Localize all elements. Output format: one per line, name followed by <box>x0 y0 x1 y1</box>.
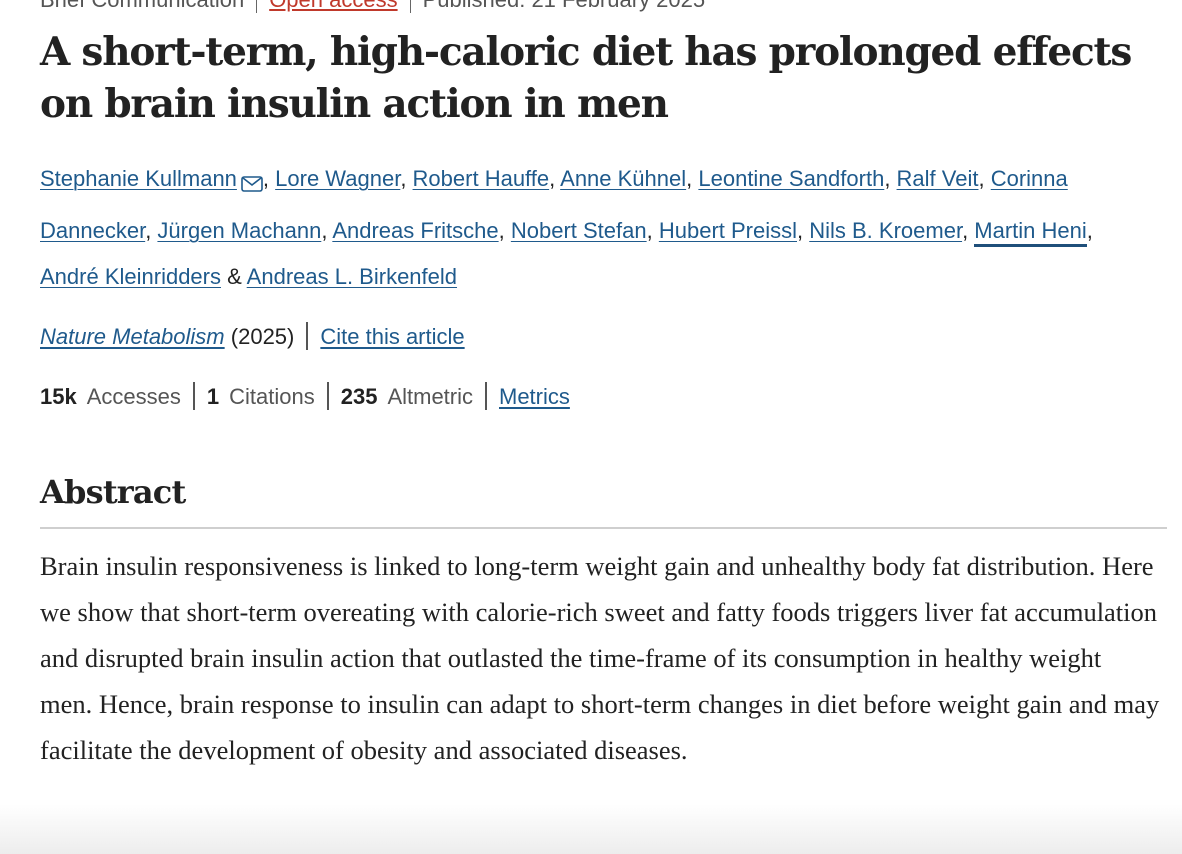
author-link[interactable]: Leontine Sandforth <box>698 166 885 191</box>
author-separator: , <box>686 166 699 191</box>
author-link[interactable]: Robert Hauffe <box>412 166 550 191</box>
meta-divider <box>409 0 411 14</box>
author-link[interactable]: Jürgen Machann <box>157 218 322 243</box>
open-access-link[interactable]: Open access <box>269 0 397 12</box>
metrics-divider <box>192 382 195 411</box>
journal-citation: Nature Metabolism (2025) Cite this articl… <box>40 322 465 354</box>
cite-article-link[interactable]: Cite this article <box>320 324 465 349</box>
abstract-text: Brain insulin responsiveness is linked t… <box>40 551 1160 765</box>
author-link[interactable]: Hubert Preissl <box>658 218 797 243</box>
metrics-divider <box>485 382 487 411</box>
author-link[interactable]: André Kleinridders <box>40 264 221 289</box>
author-separator: , <box>797 218 810 243</box>
citations-label: Citations <box>229 384 315 409</box>
author-link[interactable]: Andreas Fritsche <box>332 218 499 243</box>
author-link[interactable]: Andreas L. Birkenfeld <box>246 264 458 289</box>
author-separator: , <box>262 166 276 191</box>
altmetric-label: Altmetric <box>387 384 473 409</box>
metrics-divider <box>326 382 329 411</box>
author-link[interactable]: Martin Heni <box>974 218 1087 247</box>
article-type: Brief Communication <box>40 0 244 12</box>
author-link[interactable]: Lore Wagner <box>275 166 401 191</box>
author-separator: , <box>884 166 897 191</box>
mail-icon[interactable] <box>241 162 263 208</box>
author-separator: , <box>962 218 975 243</box>
citations-count: 1 <box>206 384 220 409</box>
author-separator: , <box>498 218 511 243</box>
accesses-label: Accesses <box>86 384 181 409</box>
author-link[interactable]: Ralf Veit <box>896 166 979 191</box>
meta-divider <box>256 0 258 14</box>
article-metrics: 15k Accesses 1 Citations 235 Altmetric Metrics <box>40 382 570 414</box>
author-list: Stephanie Kullmann, Lore Wagner, Robert … <box>40 156 1150 300</box>
author-link[interactable]: Stephanie Kullmann <box>40 166 237 191</box>
author-link[interactable]: Nobert Stefan <box>510 218 647 243</box>
author-link[interactable]: Anne Kühnel <box>560 166 687 191</box>
author-separator: , <box>549 166 561 191</box>
accesses-count: 15k <box>40 384 77 409</box>
publication-year: (2025) <box>230 324 295 349</box>
published-date: Published: 21 February 2025 <box>423 0 706 12</box>
author-separator: , <box>400 166 413 191</box>
abstract-heading: Abstract <box>40 473 186 511</box>
author-final-joiner: & <box>220 264 247 289</box>
author-separator: , <box>646 218 659 243</box>
altmetric-score: 235 <box>340 384 378 409</box>
author-link[interactable]: Corinna Dannecker <box>40 166 1068 243</box>
bottom-fade <box>0 804 1182 854</box>
author-link[interactable]: Nils B. Kroemer <box>809 218 963 243</box>
author-separator: , <box>978 166 991 191</box>
section-divider <box>40 527 1167 529</box>
author-separator: , <box>145 218 158 243</box>
author-separator: , <box>321 218 333 243</box>
article-meta: Brief Communication Open access Published:… <box>40 0 705 14</box>
author-separator: , <box>1086 218 1093 243</box>
metrics-link[interactable]: Metrics <box>499 384 570 409</box>
journal-link[interactable]: Nature Metabolism <box>40 324 225 349</box>
article-title: A short-term, high-caloric diet has prol… <box>40 29 1132 127</box>
journal-divider <box>306 322 309 351</box>
